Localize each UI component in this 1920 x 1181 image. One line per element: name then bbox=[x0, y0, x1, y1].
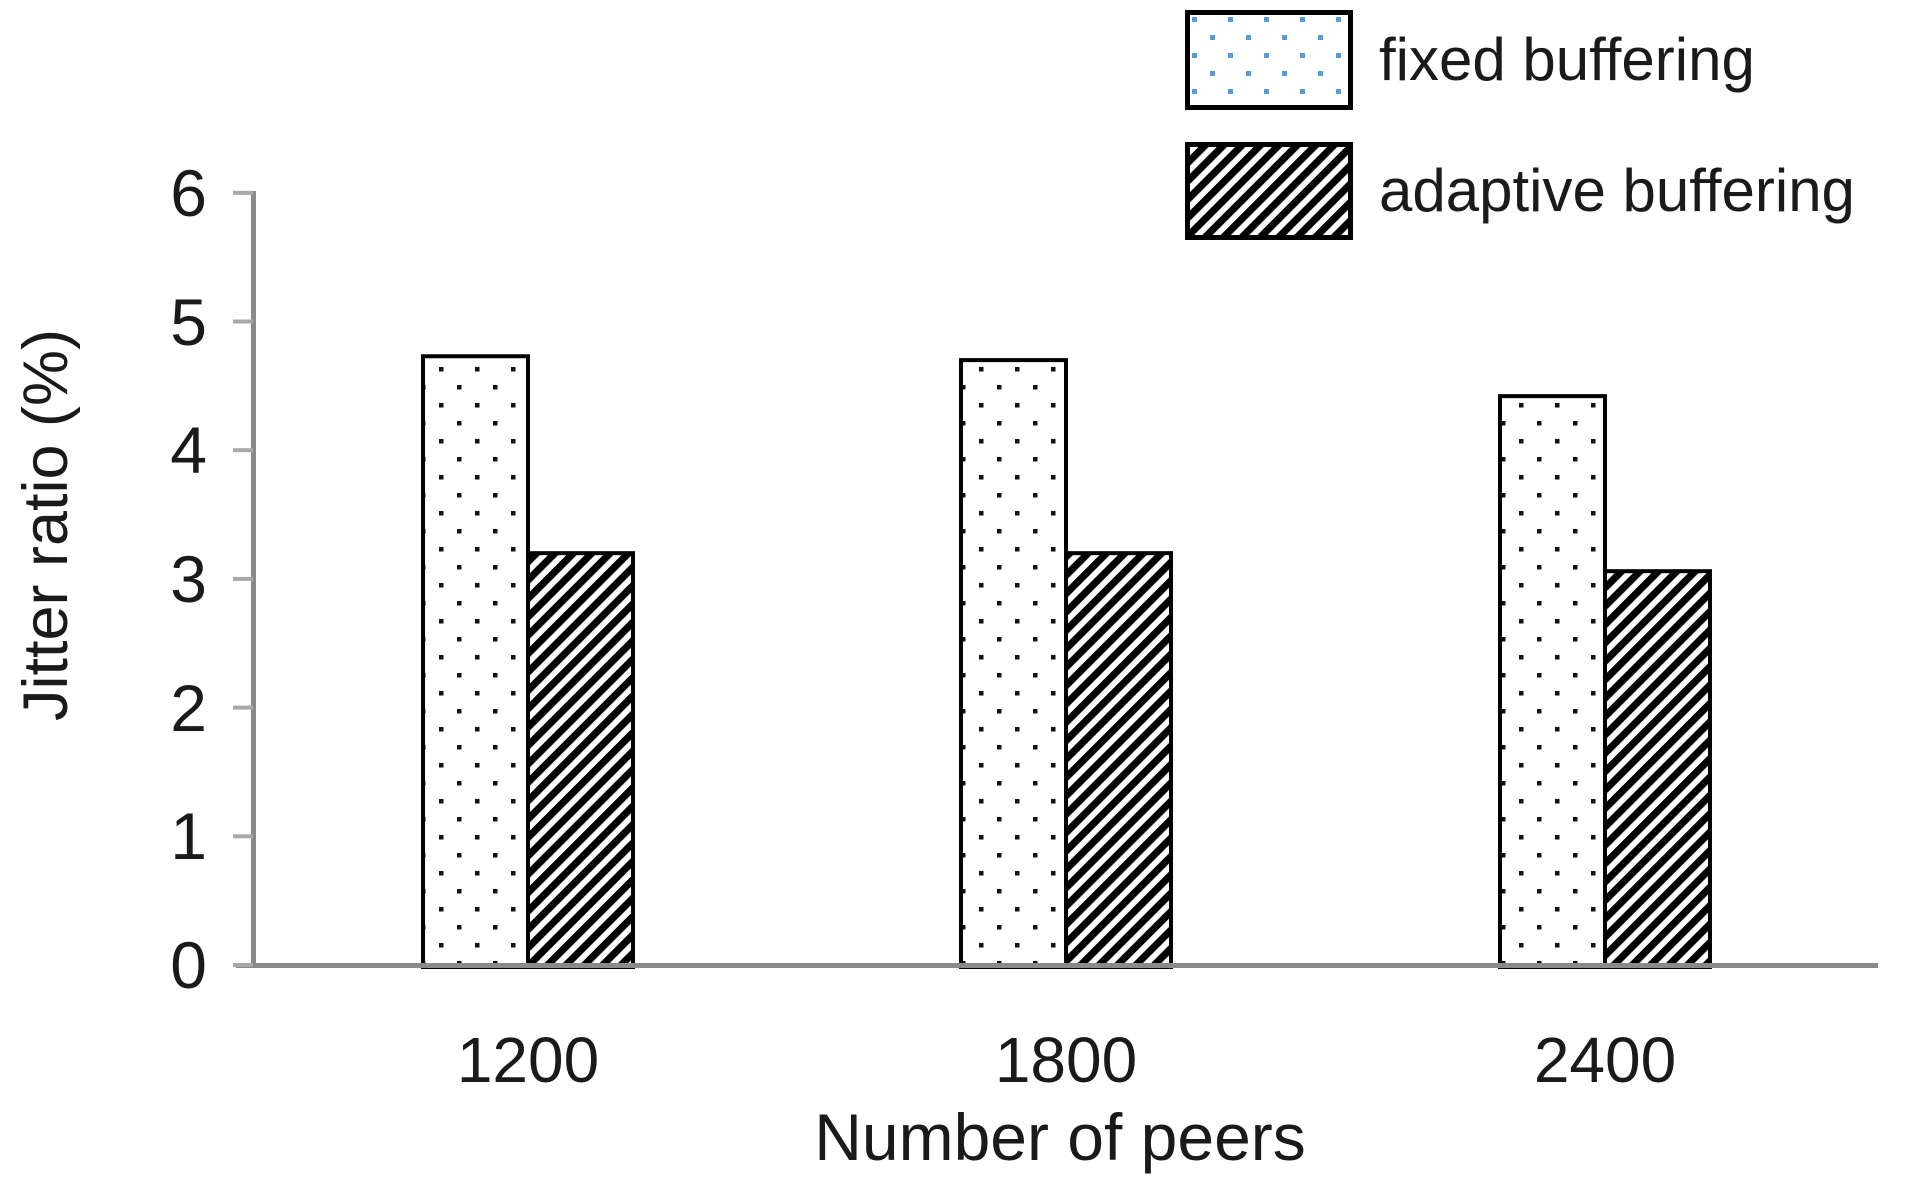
x-axis-tick-label: 1800 bbox=[994, 1024, 1138, 1096]
y-axis-tick bbox=[233, 190, 253, 195]
y-axis-tick bbox=[233, 963, 253, 967]
bar-fixed-buffering-1200 bbox=[421, 354, 530, 969]
legend-item-fixed-buffering: fixed buffering bbox=[1185, 10, 1755, 110]
bar-adaptive-buffering-2400 bbox=[1603, 569, 1712, 969]
legend-item-adaptive-buffering: adaptive buffering bbox=[1185, 142, 1855, 240]
y-axis-tick bbox=[233, 448, 253, 453]
legend-label: fixed buffering bbox=[1379, 26, 1755, 93]
bar-fixed-buffering-2400 bbox=[1498, 394, 1607, 969]
legend-swatch-dots-icon bbox=[1185, 10, 1353, 110]
legend-swatch-hatch-icon bbox=[1185, 142, 1353, 240]
y-axis-tick-label: 6 bbox=[170, 155, 207, 230]
y-axis-tick bbox=[233, 834, 253, 839]
y-axis-tick bbox=[233, 576, 253, 581]
y-axis-tick bbox=[233, 705, 253, 710]
y-axis-line bbox=[251, 191, 256, 968]
bar-adaptive-buffering-1800 bbox=[1064, 551, 1173, 969]
x-axis-title: Number of peers bbox=[814, 1100, 1306, 1174]
y-axis-tick-label: 3 bbox=[170, 541, 207, 616]
y-axis-tick-label: 5 bbox=[170, 284, 207, 359]
x-axis-tick-label: 1200 bbox=[456, 1024, 600, 1096]
y-axis-tick bbox=[233, 319, 253, 324]
bars-layer bbox=[421, 354, 1712, 969]
y-axis-tick-label: 4 bbox=[170, 413, 207, 488]
bar-adaptive-buffering-1200 bbox=[526, 551, 635, 969]
legend-label: adaptive buffering bbox=[1379, 157, 1855, 224]
y-axis-tick-label: 0 bbox=[170, 928, 207, 1002]
y-axis-title: Jitter ratio (%) bbox=[10, 328, 81, 722]
bar-fixed-buffering-1800 bbox=[959, 358, 1068, 969]
y-axis-tick-label: 1 bbox=[170, 799, 207, 874]
y-axis-tick-label: 2 bbox=[170, 670, 207, 745]
x-axis-line bbox=[236, 963, 1878, 968]
axis-layer bbox=[233, 190, 1878, 968]
x-axis-tick-label: 2400 bbox=[1533, 1024, 1677, 1096]
